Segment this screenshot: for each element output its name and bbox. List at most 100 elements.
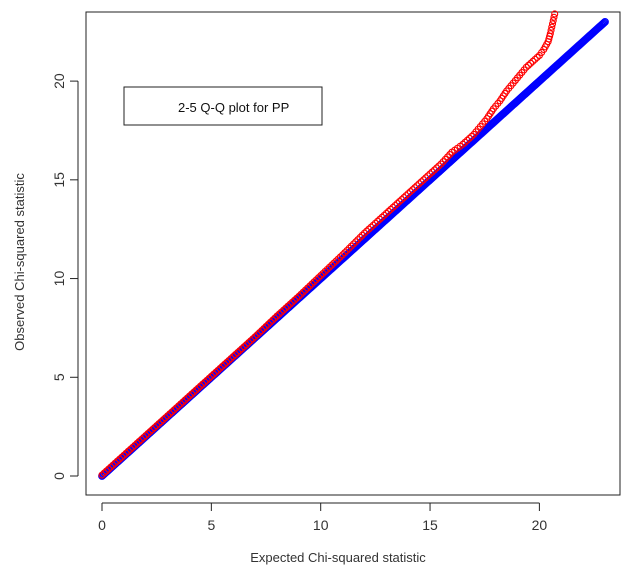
x-tick-label: 0 (98, 517, 106, 533)
red-point (126, 445, 134, 453)
red-point (349, 240, 358, 248)
red-point (352, 238, 360, 246)
red-point (120, 451, 128, 459)
red-point (271, 314, 279, 322)
red-point (415, 180, 423, 188)
red-point (312, 276, 320, 284)
red-point (262, 322, 270, 330)
red-point (524, 61, 533, 69)
red-point (196, 382, 204, 390)
red-point (218, 362, 226, 370)
red-point (378, 213, 386, 221)
red-point (402, 192, 410, 200)
series-red (98, 10, 559, 479)
red-point (339, 251, 347, 259)
red-point (547, 26, 555, 34)
red-point (273, 312, 281, 320)
red-point (181, 396, 189, 404)
red-point (395, 197, 403, 206)
red-point (347, 242, 355, 250)
red-point (168, 408, 176, 416)
red-point (533, 53, 541, 61)
red-point (251, 333, 259, 341)
red-point (343, 246, 351, 255)
red-point (428, 168, 436, 176)
red-point (192, 386, 200, 394)
red-point (468, 132, 476, 140)
red-point (430, 166, 438, 174)
red-point (133, 439, 141, 447)
y-tick-label: 0 (51, 472, 67, 480)
red-point (249, 335, 257, 343)
red-point (376, 215, 384, 223)
red-point (279, 306, 288, 314)
red-point (159, 416, 167, 424)
red-point (258, 327, 266, 335)
red-point (546, 30, 554, 38)
blue-point (601, 17, 609, 26)
red-point (255, 329, 264, 337)
red-point (404, 190, 412, 198)
red-point (286, 300, 294, 308)
y-tick-label: 20 (51, 73, 67, 89)
red-point (382, 209, 390, 217)
red-point (354, 236, 362, 244)
red-point (194, 384, 202, 392)
red-point (406, 188, 414, 196)
red-point (260, 324, 268, 333)
red-point (190, 388, 198, 396)
red-point (109, 461, 117, 469)
red-point (229, 352, 237, 361)
red-point (463, 136, 471, 144)
red-point (398, 196, 406, 204)
red-point (188, 390, 196, 398)
red-point (288, 298, 296, 306)
red-point (107, 463, 115, 471)
red-point (422, 174, 430, 182)
red-point (234, 349, 242, 357)
red-point (144, 429, 152, 438)
red-point (115, 455, 124, 463)
red-point (360, 229, 368, 237)
red-point (266, 318, 274, 326)
red-point (365, 225, 373, 233)
red-point (400, 194, 408, 202)
red-point (185, 392, 194, 400)
red-point (314, 274, 323, 282)
red-point (301, 286, 309, 294)
red-point (157, 418, 165, 426)
data-series-layer (98, 10, 609, 480)
red-point (105, 465, 113, 473)
plot-frame (85, 11, 621, 496)
red-point (356, 233, 364, 242)
red-point (459, 140, 467, 148)
red-point (98, 471, 106, 479)
red-point (317, 272, 325, 280)
red-point (306, 282, 314, 290)
x-tick-label: 20 (532, 517, 548, 533)
red-point (369, 221, 377, 229)
red-point (284, 302, 292, 310)
legend-text: 2-5 Q-Q plot for PP (178, 100, 289, 115)
red-point (391, 201, 399, 210)
red-point (161, 414, 169, 422)
red-point (304, 284, 312, 292)
red-point (334, 255, 342, 263)
red-point (308, 280, 316, 288)
red-point (150, 424, 159, 432)
legend: 2-5 Q-Q plot for PP (123, 86, 323, 126)
red-point (389, 203, 397, 212)
red-point (522, 63, 530, 71)
red-point (131, 441, 139, 449)
red-point (548, 20, 557, 28)
red-point (323, 265, 331, 273)
red-point (380, 211, 388, 219)
red-point (419, 176, 428, 184)
red-point (183, 394, 191, 402)
red-point (408, 186, 417, 194)
y-tick-label: 5 (51, 373, 67, 381)
red-point (527, 59, 535, 67)
x-tick-label: 10 (313, 517, 329, 533)
red-point (461, 138, 469, 146)
